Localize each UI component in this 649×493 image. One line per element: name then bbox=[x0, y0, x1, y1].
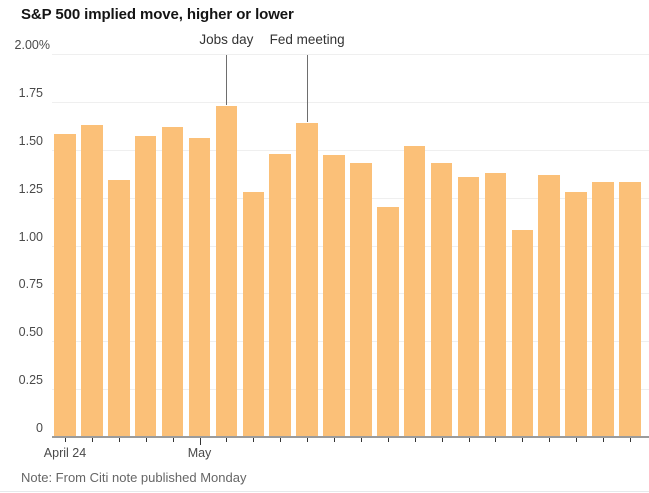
bar bbox=[296, 122, 318, 437]
bar bbox=[81, 124, 103, 437]
bar bbox=[430, 163, 453, 437]
x-axis-tick bbox=[549, 438, 551, 442]
bar bbox=[134, 136, 157, 437]
x-axis-tick bbox=[307, 438, 309, 442]
bottom-divider bbox=[0, 491, 649, 492]
x-axis-line bbox=[52, 436, 649, 438]
y-axis-tick-label: 1.00 bbox=[18, 229, 43, 244]
y-axis-tick-label: 0 bbox=[36, 421, 43, 435]
bar bbox=[215, 105, 238, 437]
annotation-label: Jobs day bbox=[199, 32, 254, 47]
annotation-leader-line bbox=[226, 55, 228, 105]
x-axis-tick bbox=[414, 438, 416, 442]
x-axis-tick bbox=[65, 438, 66, 442]
x-axis-tick bbox=[172, 438, 174, 442]
bar bbox=[323, 155, 345, 437]
x-axis-tick bbox=[334, 438, 335, 442]
y-axis-tick-label: 1.50 bbox=[18, 133, 43, 148]
bar bbox=[511, 230, 534, 437]
bar bbox=[188, 138, 211, 437]
y-axis-tick-label: 0.50 bbox=[18, 325, 43, 340]
x-axis-tick bbox=[280, 438, 282, 442]
x-axis-tick bbox=[253, 438, 255, 442]
bar bbox=[242, 191, 265, 437]
bar bbox=[350, 163, 372, 437]
x-axis-tick bbox=[387, 438, 389, 442]
y-gridline bbox=[52, 149, 649, 151]
x-axis-tick bbox=[522, 438, 524, 442]
bar bbox=[619, 182, 641, 437]
y-axis-tick-label: 1.75 bbox=[18, 85, 43, 100]
x-axis-tick bbox=[495, 438, 497, 442]
x-axis-major-tick bbox=[199, 438, 201, 445]
y-gridline bbox=[52, 101, 649, 103]
bar bbox=[54, 134, 76, 437]
x-axis-tick bbox=[629, 438, 631, 442]
bar bbox=[161, 126, 184, 437]
bar bbox=[457, 176, 480, 437]
bar bbox=[538, 174, 560, 437]
source-note: Note: From Citi note published Monday bbox=[21, 470, 247, 485]
x-axis-tick bbox=[468, 438, 470, 442]
x-axis-tick bbox=[603, 438, 604, 442]
bar bbox=[592, 182, 614, 437]
x-axis-tick bbox=[91, 438, 93, 442]
x-axis-tick bbox=[441, 438, 443, 442]
x-axis-tick bbox=[226, 438, 228, 442]
chart-title: S&P 500 implied move, higher or lower bbox=[21, 6, 294, 23]
bar bbox=[403, 145, 426, 437]
bar bbox=[484, 172, 507, 437]
annotation-leader-line bbox=[307, 55, 309, 122]
bar bbox=[108, 180, 130, 437]
x-axis-tick-label: April 24 bbox=[43, 446, 87, 460]
annotation-label: Fed meeting bbox=[269, 32, 345, 47]
y-axis-tick-label: 1.25 bbox=[18, 181, 43, 196]
y-axis-tick-label: 0.75 bbox=[18, 277, 43, 292]
bar bbox=[269, 153, 291, 437]
y-gridline bbox=[52, 54, 649, 55]
y-axis-tick-label: 2.00% bbox=[14, 38, 50, 52]
x-axis-tick bbox=[118, 438, 120, 442]
x-axis-tick-label: May bbox=[187, 446, 212, 460]
x-axis-tick bbox=[576, 438, 578, 442]
x-axis-tick bbox=[145, 438, 147, 442]
bar bbox=[377, 207, 399, 437]
bar bbox=[565, 191, 587, 437]
y-axis-tick-label: 0.25 bbox=[18, 373, 43, 388]
x-axis-tick bbox=[360, 438, 362, 442]
